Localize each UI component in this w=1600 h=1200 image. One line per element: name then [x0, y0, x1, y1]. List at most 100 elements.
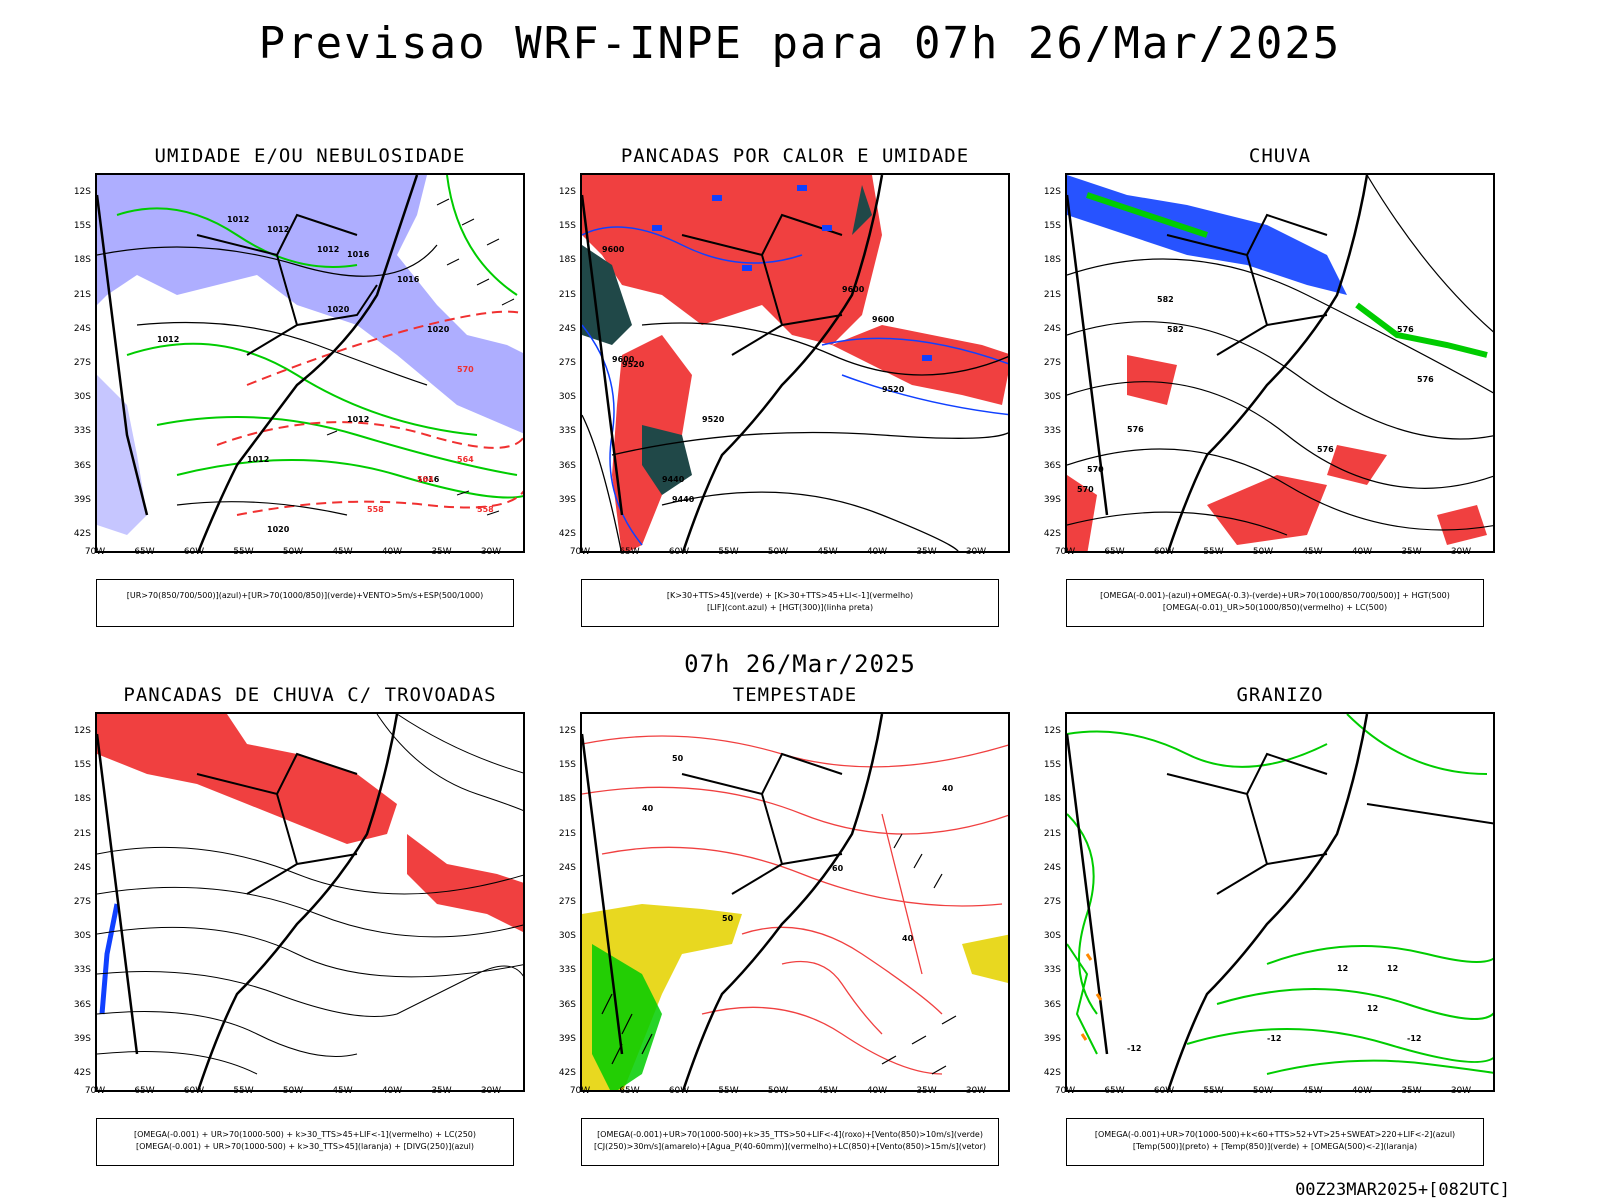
contour-label: 60: [832, 864, 844, 873]
lat-label: 30S: [1043, 392, 1061, 403]
state-borders: [681, 752, 843, 895]
blue-humidity-area: [97, 175, 523, 434]
lat-label: 21S: [1043, 828, 1061, 839]
lon-label: 45W: [332, 547, 353, 557]
contour-label: 1012: [267, 225, 290, 234]
lon-label: 40W: [866, 547, 888, 557]
lat-label: 27S: [73, 897, 91, 907]
map-graphic: [1067, 175, 1493, 551]
contour-label: 570: [1077, 485, 1094, 494]
lat-label: 27S: [558, 897, 576, 907]
panel-title: PANCADAS POR CALOR E UMIDADE: [620, 145, 970, 167]
lat-label: 18S: [73, 794, 91, 805]
lat-label: 33S: [1043, 426, 1061, 437]
lat-label: 24S: [1043, 862, 1061, 873]
map-chuva: 582 582 576 576 576 576 570 570: [1065, 173, 1495, 553]
lon-label: 35W: [916, 1086, 937, 1096]
contour-label: 12: [1367, 1004, 1379, 1013]
contour-label: 576: [1127, 425, 1144, 434]
panel-chuva: CHUVA 582 582 576 576 576 576 570 570 [OMEGA(-0…: [1044, 145, 1545, 627]
lon-label: 30W: [1450, 1086, 1472, 1096]
lat-label: 36S: [73, 999, 91, 1010]
lon-label: 55W: [233, 1086, 254, 1096]
lon-label: 35W: [1401, 1086, 1422, 1096]
contour-label: 1012: [247, 455, 270, 464]
lon-label: 35W: [1401, 547, 1422, 557]
lon-label: 40W: [1351, 1086, 1373, 1096]
main-title: Previsao WRF-INPE para 07h 26/Mar/2025: [258, 18, 1342, 69]
legend-line: [CJ(250)>30m/s](amarelo)+[Agua_P(40-60mm…: [594, 1142, 986, 1151]
lon-label: 35W: [431, 1086, 452, 1096]
lon-label: 30W: [480, 547, 502, 557]
coastline: [97, 714, 399, 1090]
contour-label: 1020: [267, 525, 290, 534]
contour-label: 582: [1157, 295, 1174, 304]
legend-chuva: [OMEGA(-0.001)-(azul)+OMEGA(-0.3)-(verde…: [1066, 579, 1484, 627]
lon-label: 45W: [817, 1086, 838, 1096]
map-pancadas-trovoadas: [95, 712, 525, 1092]
lon-label: 65W: [619, 547, 640, 557]
lat-label: 33S: [558, 965, 576, 976]
lon-label: 65W: [619, 1086, 640, 1096]
lon-label: 45W: [1302, 547, 1323, 557]
state-borders: [1166, 752, 1493, 895]
legend-tempestade: [OMEGA(-0.001)+UR>70(1000-500)+k>35_TTS>…: [581, 1118, 999, 1166]
lat-label: 27S: [1043, 358, 1061, 368]
red-instability-ocean: [832, 325, 1008, 405]
contour-label: -12: [1267, 1034, 1282, 1043]
contour-label: 582: [1167, 325, 1184, 334]
panel-granizo: GRANIZO -12 -12 -12 12 12 12 [OMEGA(-0.001)+U…: [1044, 684, 1545, 1166]
lat-label: 12S: [558, 187, 576, 197]
lat-label: 42S: [73, 1068, 91, 1078]
lat-label: 24S: [558, 862, 576, 873]
contour-label: 1012: [227, 215, 250, 224]
map-graphic: [97, 714, 523, 1090]
lat-label: 21S: [73, 828, 91, 839]
contour-label: 576: [1397, 325, 1414, 334]
lat-label: 36S: [1043, 460, 1061, 471]
coastline: [582, 714, 884, 1090]
legend-line: [OMEGA(-0.001)-(azul)+OMEGA(-0.3)-(verde…: [1100, 591, 1450, 600]
contour-label: 12: [1337, 964, 1349, 973]
contour-label: 558: [367, 505, 384, 514]
map-granizo: -12 -12 -12 12 12 12: [1065, 712, 1495, 1092]
red-dashed-contours: [216, 310, 523, 516]
lon-label: 55W: [233, 547, 254, 557]
panel-title: UMIDADE E/OU NEBULOSIDADE: [154, 145, 466, 167]
legend-line: [OMEGA(-0.001)+UR>70(1000-500)+k>35_TTS>…: [597, 1130, 983, 1139]
contour-label: 40: [642, 804, 654, 813]
lat-label: 42S: [1043, 529, 1061, 539]
lon-label: 40W: [866, 1086, 888, 1096]
lat-label: 42S: [558, 1068, 576, 1078]
legend-line: [LIF](cont.azul) + [HGT(300)](linha pret…: [706, 603, 874, 612]
contour-label: 570: [1087, 465, 1104, 474]
lat-label: 18S: [1043, 255, 1061, 266]
contour-label: -12: [1407, 1034, 1422, 1043]
lat-label: 30S: [73, 931, 91, 942]
lat-label: 21S: [558, 289, 576, 300]
lat-label: 27S: [558, 358, 576, 368]
contour-label: 9600: [872, 315, 895, 324]
map-umidade: 1012 1012 1012 1012 1020 1012 1020 1016 1012 1016…: [95, 173, 525, 553]
legend-granizo: [OMEGA(-0.001)+UR>70(1000-500)+k<60+TTS>…: [1066, 1118, 1484, 1166]
lon-label: 50W: [767, 547, 789, 557]
lat-label: 24S: [1043, 323, 1061, 334]
lat-label: 12S: [558, 726, 576, 736]
lat-label: 39S: [73, 494, 91, 505]
green-omega-area: [1086, 192, 1488, 358]
lat-label: 15S: [73, 760, 91, 771]
contour-label: 1020: [427, 325, 450, 334]
red-instability-area: [582, 175, 882, 345]
blue-humidity-south: [97, 375, 147, 535]
lon-label: 60W: [183, 547, 205, 557]
lon-label: 40W: [381, 547, 403, 557]
lon-label: 60W: [183, 1086, 205, 1096]
lat-label: 33S: [73, 965, 91, 976]
lat-label: 42S: [73, 529, 91, 539]
lat-label: 30S: [1043, 931, 1061, 942]
lat-label: 15S: [73, 221, 91, 232]
lon-label: 35W: [431, 547, 452, 557]
lon-label: 70W: [569, 547, 591, 557]
lat-label: 12S: [73, 187, 91, 197]
lat-label: 30S: [558, 931, 576, 942]
